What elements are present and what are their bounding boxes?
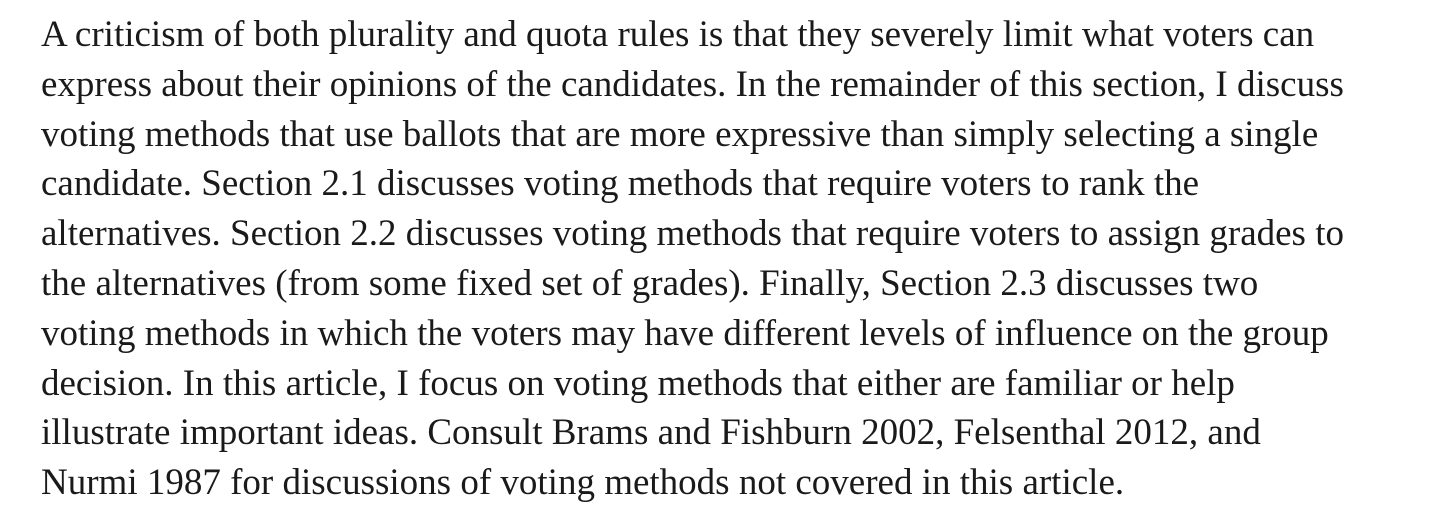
paragraph-line-1: A criticism of both plurality and quota … bbox=[41, 14, 1315, 55]
paragraph-line-2: express about their opinions of the cand… bbox=[41, 63, 1344, 105]
paragraph-line-5: alternatives. Section 2.2 discusses voti… bbox=[41, 213, 1344, 255]
body-paragraph: A criticism of both plurality and quota … bbox=[41, 10, 1436, 508]
paragraph-line-10: Nurmi 1987 for discussions of voting met… bbox=[41, 462, 1125, 504]
paragraph-line-8: decision. In this article, I focus on vo… bbox=[41, 362, 1235, 404]
paragraph-line-9: illustrate important ideas. Consult Bram… bbox=[41, 412, 1261, 454]
paragraph-line-4: candidate. Section 2.1 discusses voting … bbox=[41, 163, 1200, 205]
paragraph-line-6: the alternatives (from some fixed set of… bbox=[41, 262, 1259, 304]
paragraph-line-7: voting methods in which the voters may h… bbox=[41, 312, 1329, 354]
paragraph-line-3: voting methods that use ballots that are… bbox=[41, 113, 1319, 155]
